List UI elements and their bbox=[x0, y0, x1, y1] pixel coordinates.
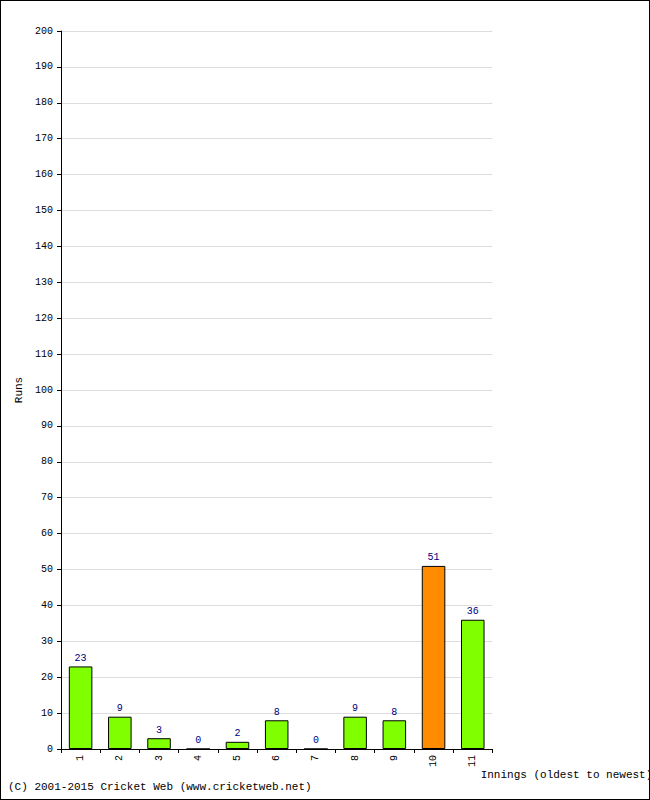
svg-text:3: 3 bbox=[154, 755, 165, 761]
svg-text:0: 0 bbox=[313, 735, 319, 746]
svg-text:20: 20 bbox=[41, 672, 53, 683]
svg-text:80: 80 bbox=[41, 456, 53, 467]
svg-text:51: 51 bbox=[428, 552, 440, 563]
svg-text:1: 1 bbox=[75, 755, 86, 761]
svg-text:7: 7 bbox=[310, 755, 321, 761]
svg-text:10: 10 bbox=[41, 708, 53, 719]
svg-text:130: 130 bbox=[35, 277, 53, 288]
svg-text:140: 140 bbox=[35, 241, 53, 252]
svg-text:8: 8 bbox=[274, 707, 280, 718]
svg-text:200: 200 bbox=[35, 26, 53, 37]
svg-text:110: 110 bbox=[35, 349, 53, 360]
svg-text:Runs: Runs bbox=[13, 377, 25, 403]
svg-text:3: 3 bbox=[156, 725, 162, 736]
svg-text:36: 36 bbox=[467, 606, 479, 617]
svg-text:120: 120 bbox=[35, 313, 53, 324]
svg-text:0: 0 bbox=[47, 744, 53, 755]
svg-text:5: 5 bbox=[232, 755, 243, 761]
svg-text:4: 4 bbox=[193, 755, 204, 761]
svg-text:Innings (oldest to newest): Innings (oldest to newest) bbox=[481, 769, 649, 781]
svg-text:2: 2 bbox=[114, 755, 125, 761]
svg-text:60: 60 bbox=[41, 528, 53, 539]
svg-text:9: 9 bbox=[117, 703, 123, 714]
svg-text:8: 8 bbox=[391, 707, 397, 718]
svg-text:160: 160 bbox=[35, 169, 53, 180]
svg-text:2: 2 bbox=[234, 728, 240, 739]
svg-text:0: 0 bbox=[195, 735, 201, 746]
svg-text:8: 8 bbox=[350, 755, 361, 761]
svg-text:10: 10 bbox=[428, 755, 439, 767]
svg-text:11: 11 bbox=[467, 755, 478, 767]
svg-text:30: 30 bbox=[41, 636, 53, 647]
svg-text:150: 150 bbox=[35, 205, 53, 216]
svg-text:40: 40 bbox=[41, 600, 53, 611]
svg-text:23: 23 bbox=[75, 653, 87, 664]
svg-text:180: 180 bbox=[35, 97, 53, 108]
svg-text:6: 6 bbox=[271, 755, 282, 761]
svg-text:90: 90 bbox=[41, 420, 53, 431]
svg-text:70: 70 bbox=[41, 492, 53, 503]
svg-text:100: 100 bbox=[35, 385, 53, 396]
svg-text:170: 170 bbox=[35, 133, 53, 144]
svg-text:190: 190 bbox=[35, 61, 53, 72]
svg-text:9: 9 bbox=[389, 755, 400, 761]
svg-text:50: 50 bbox=[41, 564, 53, 575]
svg-text:(C) 2001-2015 Cricket Web (www: (C) 2001-2015 Cricket Web (www.cricketwe… bbox=[8, 781, 312, 793]
svg-text:9: 9 bbox=[352, 703, 358, 714]
